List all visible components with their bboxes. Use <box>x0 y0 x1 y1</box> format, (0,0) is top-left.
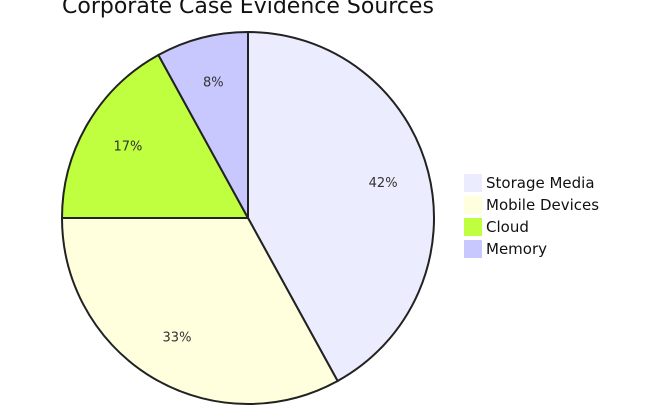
legend: Storage Media Mobile Devices Cloud Memory <box>464 174 599 258</box>
legend-swatch-mobile-devices <box>464 196 482 214</box>
slice-label-cloud: 17% <box>113 139 142 154</box>
legend-label-storage-media: Storage Media <box>486 174 595 192</box>
legend-label-cloud: Cloud <box>486 218 529 236</box>
pie-slice-storage-media <box>247 30 435 383</box>
pie-slices <box>60 30 435 405</box>
pie-slice-labels: 42% 33% 17% 8% <box>113 75 397 345</box>
slice-label-memory: 8% <box>203 75 224 90</box>
pie-slice-cloud <box>60 53 250 219</box>
legend-swatch-memory <box>464 240 482 258</box>
pie-slice-memory <box>157 30 249 219</box>
chart-title: Corporate Case Evidence Sources <box>62 0 434 19</box>
legend-swatch-storage-media <box>464 174 482 192</box>
legend-label-memory: Memory <box>486 240 547 258</box>
slice-label-mobile-devices: 33% <box>163 331 192 346</box>
legend-swatch-cloud <box>464 218 482 236</box>
pie-slice-mobile-devices <box>60 217 339 405</box>
slice-label-storage-media: 42% <box>369 176 398 191</box>
legend-label-mobile-devices: Mobile Devices <box>486 196 599 214</box>
